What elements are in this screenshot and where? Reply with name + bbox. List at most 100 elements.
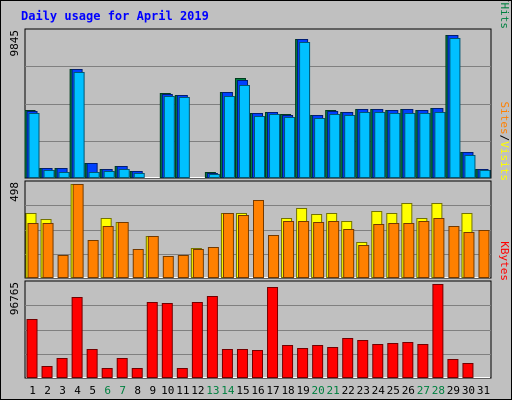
bar-pages	[464, 155, 476, 178]
x-tick-label: 9	[149, 384, 156, 397]
bar-kbytes	[206, 296, 218, 378]
bar-kbytes	[312, 345, 324, 378]
x-tick-label: 16	[251, 384, 264, 397]
bar-pages	[314, 118, 326, 178]
bar-pages	[118, 169, 130, 178]
bar-pages	[103, 171, 115, 178]
bar-sites	[478, 230, 490, 278]
bar-kbytes	[71, 297, 83, 378]
bar-kbytes	[116, 358, 128, 378]
y-max-label: 9845	[8, 30, 21, 57]
bar-kbytes	[161, 303, 173, 378]
bar-pages	[404, 113, 416, 178]
bar-sites	[117, 222, 129, 278]
x-tick-label: 30	[462, 384, 475, 397]
bar-kbytes	[176, 368, 188, 378]
bar-kbytes	[372, 344, 384, 378]
bar-sites	[298, 221, 310, 278]
bar-pages	[284, 117, 296, 178]
bar-kbytes	[191, 302, 203, 378]
bar-sites	[42, 223, 54, 278]
bar-kbytes	[342, 338, 354, 378]
bar-sites	[328, 221, 340, 278]
x-tick-label: 10	[161, 384, 174, 397]
bar-sites	[222, 213, 234, 278]
x-tick-label: 26	[402, 384, 415, 397]
bar-pages	[329, 114, 341, 178]
x-tick-label: 3	[59, 384, 66, 397]
x-tick-label: 25	[387, 384, 400, 397]
bar-kbytes	[327, 347, 339, 378]
bar-sites	[57, 255, 69, 278]
bar-sites	[283, 221, 295, 278]
bar-pages	[359, 112, 371, 178]
bar-sites	[388, 223, 400, 278]
bar-kbytes	[236, 349, 248, 378]
bar-kbytes	[26, 319, 38, 378]
bar-pages	[208, 174, 220, 178]
x-tick-label: 27	[417, 384, 430, 397]
x-tick-label: 14	[221, 384, 235, 397]
x-tick-label: 29	[447, 384, 460, 397]
legend-entry: /	[498, 135, 511, 142]
bar-pages	[88, 172, 100, 178]
x-tick-label: 12	[191, 384, 204, 397]
bar-sites	[27, 223, 39, 278]
bar-pages	[449, 38, 461, 178]
bar-kbytes	[447, 359, 459, 378]
x-tick-label: 31	[477, 384, 490, 397]
bar-kbytes	[357, 340, 369, 378]
y-max-label: 96765	[8, 282, 21, 315]
bar-sites	[268, 235, 280, 278]
x-tick-label: 1	[29, 384, 36, 397]
x-tick-label: 24	[372, 384, 386, 397]
bar-kbytes	[131, 368, 143, 378]
x-tick-label: 20	[312, 384, 325, 397]
bar-kbytes	[417, 344, 429, 378]
bar-pages	[133, 173, 145, 178]
bar-pages	[163, 96, 175, 178]
bar-sites	[253, 200, 264, 278]
legend-entry: Sites	[498, 102, 511, 135]
x-tick-label: 6	[104, 384, 111, 397]
bar-kbytes	[267, 287, 279, 378]
bar-sites	[147, 236, 159, 278]
x-tick-label: 5	[89, 384, 96, 397]
bar-pages	[389, 113, 401, 178]
bar-sites	[448, 226, 460, 278]
bar-kbytes	[41, 366, 53, 378]
bar-pages	[73, 72, 85, 178]
x-tick-label: 2	[44, 384, 51, 397]
series-legend: Sites/Visits	[498, 102, 511, 182]
bar-sites	[192, 249, 204, 278]
bar-sites	[373, 224, 385, 278]
legend-entry: /	[498, 1, 511, 3]
bar-kbytes	[387, 343, 399, 378]
x-tick-label: 7	[119, 384, 126, 397]
bar-pages	[479, 170, 491, 178]
chart-title: Daily usage for April 2019	[21, 9, 209, 23]
bar-kbytes	[462, 363, 474, 378]
bar-kbytes	[432, 284, 444, 378]
bar-kbytes	[402, 342, 414, 378]
bar-pages	[344, 115, 356, 178]
x-tick-label: 4	[74, 384, 81, 397]
bar-sites	[207, 247, 219, 278]
x-tick-label: 18	[281, 384, 294, 397]
panel-usage: 9845 Pages/Files/Hits	[8, 1, 511, 179]
bar-pages	[28, 113, 40, 178]
x-tick-label: 15	[236, 384, 249, 397]
bar-sites	[358, 245, 370, 278]
x-tick-label: 13	[206, 384, 219, 397]
bar-kbytes	[86, 349, 98, 378]
bar-pages	[58, 172, 70, 178]
bar-pages	[238, 85, 250, 178]
bar-sites	[132, 249, 144, 278]
x-tick-label: 22	[342, 384, 355, 397]
bar-kbytes	[146, 302, 158, 378]
bar-pages	[223, 96, 235, 178]
bar-sites	[313, 222, 325, 278]
x-tick-label: 28	[432, 384, 445, 397]
